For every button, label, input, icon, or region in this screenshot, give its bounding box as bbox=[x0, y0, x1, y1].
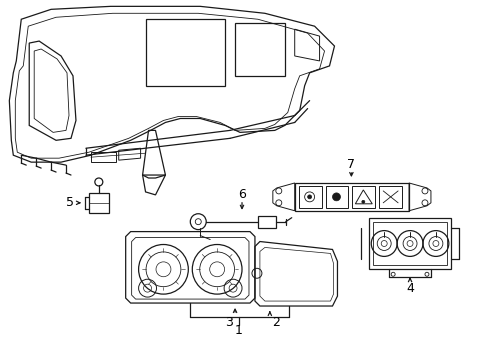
Circle shape bbox=[332, 193, 340, 201]
Text: 6: 6 bbox=[238, 188, 245, 201]
Text: 4: 4 bbox=[406, 282, 413, 294]
Circle shape bbox=[361, 201, 364, 203]
Text: 3: 3 bbox=[224, 316, 233, 329]
Text: 1: 1 bbox=[235, 324, 243, 337]
Text: 2: 2 bbox=[271, 316, 279, 329]
Text: 7: 7 bbox=[346, 158, 355, 171]
Circle shape bbox=[307, 195, 311, 199]
Text: 5: 5 bbox=[66, 196, 74, 209]
